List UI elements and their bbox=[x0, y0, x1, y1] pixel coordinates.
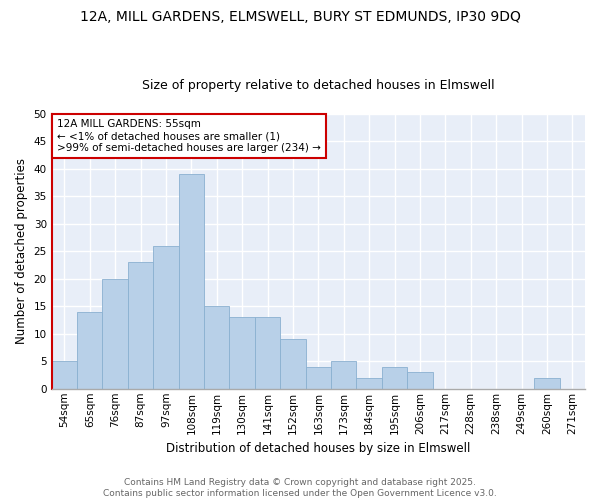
Bar bbox=[534, 378, 560, 389]
Bar bbox=[331, 362, 356, 389]
Bar bbox=[305, 367, 331, 389]
Bar bbox=[153, 246, 179, 389]
Bar bbox=[77, 312, 103, 389]
Text: Contains HM Land Registry data © Crown copyright and database right 2025.
Contai: Contains HM Land Registry data © Crown c… bbox=[103, 478, 497, 498]
Text: 12A, MILL GARDENS, ELMSWELL, BURY ST EDMUNDS, IP30 9DQ: 12A, MILL GARDENS, ELMSWELL, BURY ST EDM… bbox=[80, 10, 520, 24]
X-axis label: Distribution of detached houses by size in Elmswell: Distribution of detached houses by size … bbox=[166, 442, 470, 455]
Bar bbox=[179, 174, 204, 389]
Bar bbox=[128, 262, 153, 389]
Text: 12A MILL GARDENS: 55sqm
← <1% of detached houses are smaller (1)
>99% of semi-de: 12A MILL GARDENS: 55sqm ← <1% of detache… bbox=[57, 120, 321, 152]
Bar bbox=[229, 318, 255, 389]
Bar bbox=[356, 378, 382, 389]
Title: Size of property relative to detached houses in Elmswell: Size of property relative to detached ho… bbox=[142, 79, 494, 92]
Bar bbox=[407, 372, 433, 389]
Y-axis label: Number of detached properties: Number of detached properties bbox=[15, 158, 28, 344]
Bar bbox=[255, 318, 280, 389]
Bar bbox=[280, 340, 305, 389]
Bar bbox=[103, 279, 128, 389]
Bar bbox=[382, 367, 407, 389]
Bar bbox=[52, 362, 77, 389]
Bar bbox=[204, 306, 229, 389]
